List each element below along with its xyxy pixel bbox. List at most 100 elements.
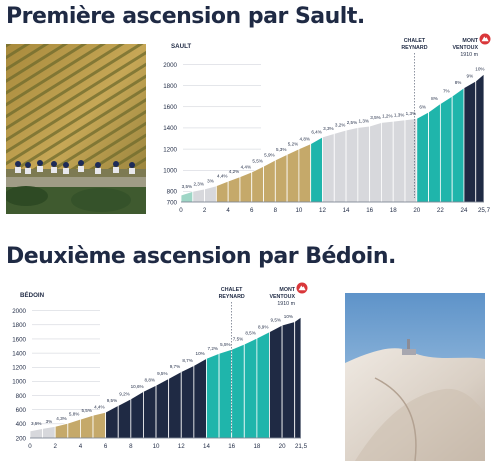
y-tick-label: 1000 xyxy=(12,379,26,386)
y-tick-label: 800 xyxy=(16,393,27,400)
x-tick-label: 22 xyxy=(437,207,444,214)
x-tick-label: 6 xyxy=(250,207,254,214)
profile-segment-km-18 xyxy=(256,331,270,439)
y-tick-label: 1000 xyxy=(163,168,177,175)
start-location-label: BÉDOIN xyxy=(20,291,45,299)
landmark-label: CHALET xyxy=(221,287,243,293)
gradient-label: 5,9% xyxy=(264,152,274,157)
landmark-label: CHALET xyxy=(404,38,426,44)
y-tick-label: 1800 xyxy=(163,83,177,90)
gradient-label: 4,4% xyxy=(241,165,251,170)
gradient-label: 8,9% xyxy=(258,324,268,329)
profile-segment-km-3 xyxy=(67,418,81,439)
gradient-label: 3% xyxy=(46,419,53,424)
gradient-label: 9,5% xyxy=(157,371,167,376)
profile-segment-km-15 xyxy=(218,348,233,439)
profile-segment-km-12 xyxy=(180,364,195,439)
x-tick-label: 0 xyxy=(28,443,32,450)
gradient-label: 8,7% xyxy=(182,358,192,363)
summit-label: MONT xyxy=(462,38,478,44)
x-tick-label: 21,5 xyxy=(295,443,308,450)
gradient-label: 9,5% xyxy=(271,318,281,323)
gradient-label: 4,8% xyxy=(300,136,310,141)
x-tick-label: 2 xyxy=(203,207,207,214)
landmark-label: REYNARD xyxy=(401,45,427,51)
gradient-label: 3,5% xyxy=(182,184,192,189)
gradient-label: 3% xyxy=(207,178,214,183)
x-tick-label: 25,7 xyxy=(478,207,491,214)
gradient-label: 3,5% xyxy=(370,115,380,120)
x-tick-label: 12 xyxy=(319,207,326,214)
gradient-label: 6,4% xyxy=(311,130,321,135)
landmark-label: REYNARD xyxy=(219,294,245,300)
y-tick-label: 600 xyxy=(16,407,27,414)
profile-segment-km-4 xyxy=(80,414,94,439)
y-tick-label: 2000 xyxy=(163,62,177,69)
gradient-label: 6% xyxy=(419,105,426,110)
gradient-label: 8,5% xyxy=(245,331,255,336)
y-tick-label: 400 xyxy=(16,421,27,428)
gradient-label: 7,2% xyxy=(208,346,218,351)
profile-segment-km-14 xyxy=(206,352,220,439)
y-tick-label: 200 xyxy=(16,435,27,442)
summit-marker-peak xyxy=(298,285,306,291)
y-tick-label: 1600 xyxy=(12,336,26,343)
start-location-label: SAULT xyxy=(171,43,191,50)
profile-segment-km-11 xyxy=(168,370,182,439)
profile-segment-km-0 xyxy=(29,427,44,439)
section-title-bedoin: Deuxième ascension par Bédoin. xyxy=(6,244,396,269)
gradient-label: 5,2% xyxy=(288,141,298,146)
y-tick-label: 1200 xyxy=(163,146,177,153)
gradient-label: 4,4% xyxy=(94,405,104,410)
profile-segment-km-8 xyxy=(130,390,144,439)
profile-segment-km-20 xyxy=(281,321,296,439)
mont-ventoux-photo xyxy=(345,293,485,461)
x-tick-label: 8 xyxy=(129,443,133,450)
gradient-label: 1,2% xyxy=(382,114,392,119)
gradient-label: 2,5% xyxy=(347,120,357,125)
x-tick-label: 20 xyxy=(413,207,420,214)
summit-altitude-label: 1910 m xyxy=(460,52,478,58)
x-tick-label: 14 xyxy=(343,207,350,214)
x-tick-label: 24 xyxy=(461,207,468,214)
gradient-label: 8% xyxy=(455,80,462,85)
y-tick-label: 800 xyxy=(167,189,178,196)
mountain-peak-icon xyxy=(296,282,308,294)
gradient-label: 9,7% xyxy=(170,364,180,369)
x-tick-label: 0 xyxy=(179,207,183,214)
profile-segment-km-19 xyxy=(269,324,283,439)
x-tick-label: 10 xyxy=(153,443,160,450)
y-tick-label: 1800 xyxy=(12,322,26,329)
profile-segment-km-17 xyxy=(243,337,258,439)
y-tick-label: 700 xyxy=(167,199,178,206)
y-tick-label: 1600 xyxy=(163,104,177,111)
profile-segment-km-5 xyxy=(92,411,107,439)
x-tick-label: 18 xyxy=(253,443,260,450)
gradient-label: 5,5% xyxy=(220,342,230,347)
gradient-label: 10% xyxy=(196,351,205,356)
gradient-label: 5,3% xyxy=(276,147,286,152)
gradient-label: 10,6% xyxy=(131,384,144,389)
profile-segment-km-7 xyxy=(117,398,132,439)
gradient-label: 4,3% xyxy=(56,416,66,421)
gradient-label: 4,2% xyxy=(229,169,239,174)
gradient-label: 9% xyxy=(467,74,474,79)
gradient-label: 3,3% xyxy=(323,126,333,131)
profile-segment-km-21 xyxy=(294,316,302,439)
gradient-label: 8,8% xyxy=(145,378,155,383)
x-tick-label: 2 xyxy=(53,443,57,450)
gradient-label: 5,5% xyxy=(81,408,91,413)
x-tick-label: 14 xyxy=(203,443,210,450)
y-tick-label: 1400 xyxy=(12,350,26,357)
summit-label: VENTOUX xyxy=(269,294,295,300)
profile-segment-km-2 xyxy=(54,422,69,439)
gradient-label: 7,5% xyxy=(233,337,243,342)
summit-label: MONT xyxy=(279,287,295,293)
x-tick-label: 4 xyxy=(226,207,230,214)
gradient-label: 5,8% xyxy=(69,412,79,417)
gradient-label: 9,2% xyxy=(119,391,129,396)
profile-segment-km-9 xyxy=(143,384,157,439)
x-tick-label: 16 xyxy=(366,207,373,214)
